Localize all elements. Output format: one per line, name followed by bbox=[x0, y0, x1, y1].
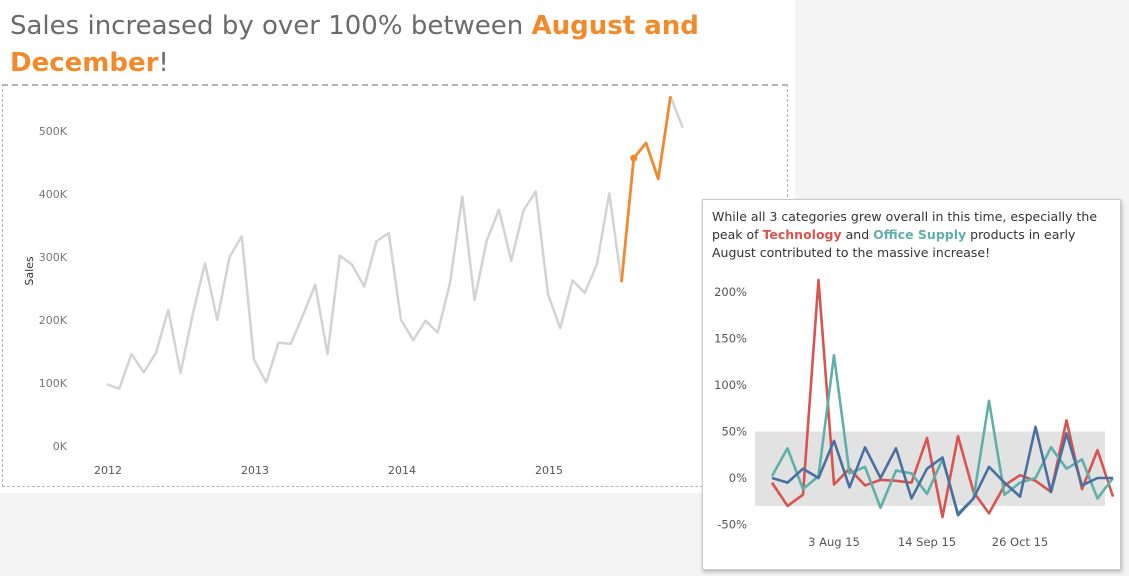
category-growth-chart[interactable]: -50% 0% 50% 100% 150% 200% 3 Aug 15 14 Sep 15 26… bbox=[703, 200, 1120, 569]
series-line-furniture bbox=[771, 425, 1113, 517]
sales-chart-frame: Sales 0K 100K 200K 300K 400K 500K 2012 2013 2014 2… bbox=[2, 84, 788, 487]
x-tick-label: 2014 bbox=[388, 464, 416, 477]
category-growth-tooltip: -50% 0% 50% 100% 150% 200% 3 Aug 15 14 Sep 15 26… bbox=[702, 199, 1121, 570]
x-tick-label: 2015 bbox=[535, 464, 563, 477]
sales-line-tail bbox=[669, 95, 684, 129]
annotation-part3: products in early August contributed to … bbox=[712, 227, 1076, 260]
y-tick-label: 0K bbox=[53, 440, 68, 453]
annotation-technology: Technology bbox=[762, 227, 842, 242]
x-tick-label: 26 Oct 15 bbox=[992, 535, 1048, 549]
x-tick-label: 2013 bbox=[241, 464, 269, 477]
y-tick-label: 100K bbox=[39, 377, 68, 390]
x-tick-label: 3 Aug 15 bbox=[808, 535, 860, 549]
y-tick-label: -50% bbox=[717, 518, 747, 532]
y-tick-label: 50% bbox=[721, 425, 747, 439]
y-tick-label: 200K bbox=[39, 314, 68, 327]
title-text-part3: ! bbox=[158, 48, 169, 78]
title-text-part1: Sales increased by over 100% between bbox=[10, 11, 532, 41]
annotation-office-supply: Office Supply bbox=[873, 227, 967, 242]
y-axis-label: Sales bbox=[23, 256, 36, 286]
y-tick-label: 150% bbox=[714, 332, 747, 346]
y-tick-label: 500K bbox=[39, 125, 68, 138]
y-tick-label: 300K bbox=[39, 251, 68, 264]
x-tick-label: 2012 bbox=[94, 464, 122, 477]
y-tick-label: 0% bbox=[729, 471, 747, 485]
sales-line-highlight bbox=[620, 96, 672, 283]
dashboard-panel: Sales increased by over 100% between Aug… bbox=[0, 0, 795, 493]
page-title: Sales increased by over 100% between Aug… bbox=[10, 8, 790, 82]
y-tick-label: 400K bbox=[39, 188, 68, 201]
annotation-text: While all 3 categories grew overall in t… bbox=[712, 208, 1112, 262]
y-tick-label: 200% bbox=[714, 285, 747, 299]
x-tick-label: 14 Sep 15 bbox=[898, 535, 956, 549]
title-highlight: August and December bbox=[10, 11, 699, 78]
annotation-part2: and bbox=[841, 227, 874, 242]
annotation-part1: While all 3 categories grew overall in t… bbox=[712, 209, 1098, 242]
sales-line bbox=[106, 190, 623, 390]
sales-line-chart[interactable]: Sales 0K 100K 200K 300K 400K 500K 2012 2013 2014 2… bbox=[3, 86, 789, 489]
y-tick-label: 100% bbox=[714, 378, 747, 392]
highlight-marker bbox=[630, 154, 638, 162]
